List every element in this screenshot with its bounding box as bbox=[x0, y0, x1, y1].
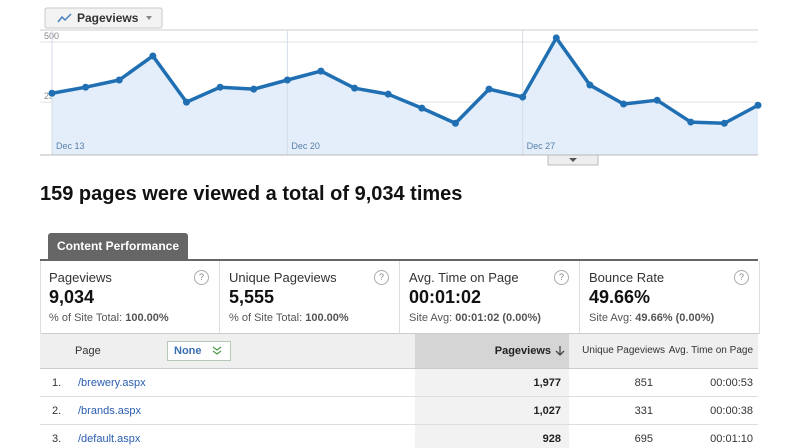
x-tick-label: Dec 27 bbox=[527, 141, 556, 151]
column-header[interactable]: Unique Pageviews bbox=[582, 345, 665, 356]
help-icon[interactable]: ? bbox=[554, 270, 569, 285]
point bbox=[149, 52, 157, 60]
metric-label: Pageviews bbox=[49, 270, 112, 285]
point bbox=[720, 119, 728, 127]
metric-button-label: Pageviews bbox=[77, 11, 139, 25]
point bbox=[182, 98, 190, 106]
point bbox=[687, 118, 695, 126]
row-avg-time: 00:00:38 bbox=[710, 405, 753, 417]
point bbox=[586, 81, 594, 89]
metric-sub-label: % of Site Total: bbox=[229, 312, 303, 324]
row-pageviews: 928 bbox=[542, 433, 561, 445]
point bbox=[653, 96, 661, 104]
metric-sub: % of Site Total: 100.00% bbox=[229, 312, 349, 324]
row-bg-sorted bbox=[415, 397, 569, 424]
point bbox=[351, 84, 359, 92]
x-tick-label: Dec 13 bbox=[56, 141, 85, 151]
line bbox=[51, 36, 759, 126]
point bbox=[485, 85, 493, 93]
metric-value: 5,555 bbox=[229, 287, 275, 307]
metric-value: 9,034 bbox=[49, 287, 95, 307]
metric-sub: Site Avg: 00:01:02 (0.00%) bbox=[409, 312, 541, 324]
help-icon[interactable]: ? bbox=[734, 270, 749, 285]
metric-sub-value: 100.00% bbox=[125, 312, 169, 324]
row-page-link[interactable]: /brewery.aspx bbox=[78, 377, 146, 389]
point bbox=[451, 119, 459, 127]
row-page-link[interactable]: /default.aspx bbox=[78, 433, 141, 445]
dropdown-caret bbox=[146, 16, 152, 20]
row-avg-time: 00:00:53 bbox=[710, 377, 753, 389]
metric-sub-label: Site Avg: bbox=[409, 312, 453, 324]
expand-caret bbox=[569, 158, 577, 162]
point bbox=[418, 104, 426, 112]
point bbox=[216, 83, 224, 91]
headline: 159 pages were viewed a total of 9,034 t… bbox=[40, 183, 463, 205]
column-header[interactable]: Pageviews bbox=[494, 345, 551, 357]
table-row: 3. /default.aspx 928 695 00:01:10 bbox=[40, 425, 758, 448]
metric-sub: % of Site Total: 100.00% bbox=[49, 312, 169, 324]
row-index: 1. bbox=[52, 377, 62, 389]
row-unique: 851 bbox=[634, 377, 653, 389]
point bbox=[115, 76, 123, 84]
table-row: 2. /brands.aspx 1,027 331 00:00:38 bbox=[40, 397, 758, 425]
row-unique: 331 bbox=[634, 405, 653, 417]
point bbox=[283, 76, 291, 84]
sorted-column-bg bbox=[415, 334, 569, 368]
point bbox=[48, 89, 56, 97]
filter-label: None bbox=[174, 345, 202, 357]
tab-rule bbox=[40, 259, 758, 261]
metric-sub-label: Site Avg: bbox=[589, 312, 633, 324]
row-avg-time: 00:01:10 bbox=[710, 433, 753, 445]
metric-sub-value: 49.66% (0.00%) bbox=[635, 312, 715, 324]
metric: Bounce Rate 49.66% Site Avg: 49.66% (0.00%… bbox=[580, 261, 760, 334]
row-pageviews: 1,977 bbox=[533, 377, 561, 389]
metric: Avg. Time on Page 00:01:02 Site Avg: 00:01… bbox=[400, 261, 580, 334]
point bbox=[317, 67, 325, 75]
area bbox=[52, 37, 758, 155]
metric-sub-value: 100.00% bbox=[305, 312, 349, 324]
point bbox=[754, 101, 762, 109]
point bbox=[552, 34, 560, 42]
metric-sub-value: 00:01:02 (0.00%) bbox=[455, 312, 541, 324]
table-row: 1. /brewery.aspx 1,977 851 00:00:53 bbox=[40, 369, 758, 397]
metric: Pageviews 9,034 % of Site Total: 100.00%? bbox=[40, 261, 220, 334]
help-icon[interactable]: ? bbox=[374, 270, 389, 285]
point bbox=[519, 93, 527, 101]
metric-sub: Site Avg: 49.66% (0.00%) bbox=[589, 312, 714, 324]
filter-icon bbox=[212, 346, 222, 355]
row-unique: 695 bbox=[634, 433, 653, 445]
point bbox=[82, 83, 90, 91]
metric-value: 49.66% bbox=[589, 287, 651, 307]
row-bg-sorted bbox=[415, 369, 569, 396]
metric-sub-label: % of Site Total: bbox=[49, 312, 123, 324]
metrics-left-border bbox=[40, 261, 41, 334]
help-icon[interactable]: ? bbox=[194, 270, 209, 285]
metric-button[interactable] bbox=[44, 7, 163, 29]
point bbox=[250, 85, 258, 93]
point bbox=[384, 90, 392, 98]
row-index: 2. bbox=[52, 405, 62, 417]
metric-value: 00:01:02 bbox=[409, 287, 482, 307]
tab[interactable]: Content Performance bbox=[48, 233, 188, 259]
row-pageviews: 1,027 bbox=[533, 405, 561, 417]
point bbox=[620, 100, 628, 108]
column-header[interactable]: Avg. Time on Page bbox=[668, 345, 753, 356]
metric-icon bbox=[57, 13, 72, 23]
row-page-link[interactable]: /brands.aspx bbox=[78, 405, 141, 417]
table-header: Page None Pageviews Unique Pageviews Avg. Ti… bbox=[40, 334, 758, 369]
filter-select[interactable]: None bbox=[167, 341, 231, 361]
sort-arrow bbox=[555, 346, 565, 356]
column-header: Page bbox=[75, 345, 101, 357]
metric: Unique Pageviews 5,555 % of Site Total: 10… bbox=[220, 261, 400, 334]
row-index: 3. bbox=[52, 433, 62, 445]
x-tick-label: Dec 20 bbox=[291, 141, 320, 151]
metric-label: Bounce Rate bbox=[589, 270, 665, 285]
metric-label: Avg. Time on Page bbox=[409, 270, 519, 285]
metric-label: Unique Pageviews bbox=[229, 270, 337, 285]
row-bg-sorted bbox=[415, 425, 569, 448]
